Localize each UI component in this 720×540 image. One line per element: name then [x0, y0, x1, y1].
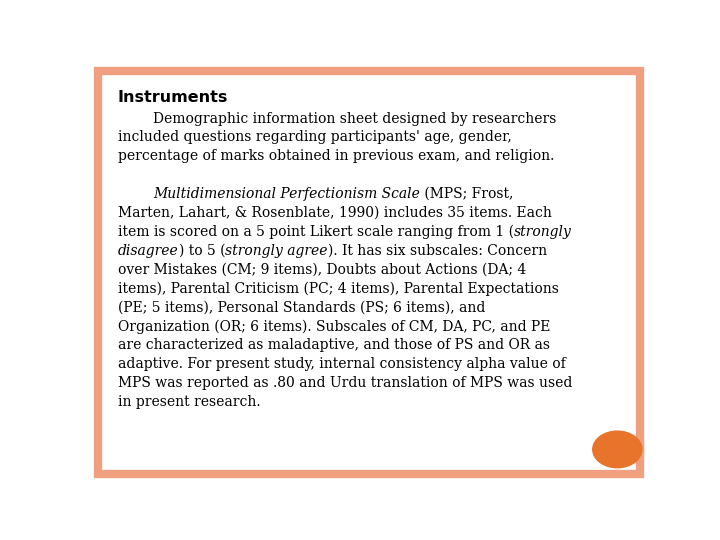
Text: strongly: strongly	[514, 225, 572, 239]
Text: in present research.: in present research.	[118, 395, 261, 409]
Text: (PE; 5 items), Personal Standards (PS; 6 items), and: (PE; 5 items), Personal Standards (PS; 6…	[118, 300, 485, 314]
Text: MPS was reported as .80 and Urdu translation of MPS was used: MPS was reported as .80 and Urdu transla…	[118, 376, 572, 390]
Text: ) to 5 (: ) to 5 (	[179, 244, 225, 258]
Text: (MPS; Frost,: (MPS; Frost,	[420, 187, 513, 201]
Text: over Mistakes (CM; 9 items), Doubts about Actions (DA; 4: over Mistakes (CM; 9 items), Doubts abou…	[118, 262, 526, 276]
Text: Multidimensional Perfectionism Scale: Multidimensional Perfectionism Scale	[153, 187, 420, 201]
Text: Demographic information sheet designed by researchers: Demographic information sheet designed b…	[153, 111, 557, 125]
Text: Marten, Lahart, & Rosenblate, 1990) includes 35 items. Each: Marten, Lahart, & Rosenblate, 1990) incl…	[118, 206, 552, 220]
Text: disagree: disagree	[118, 244, 179, 258]
Text: Organization (OR; 6 items). Subscales of CM, DA, PC, and PE: Organization (OR; 6 items). Subscales of…	[118, 319, 550, 334]
Text: strongly agree: strongly agree	[225, 244, 328, 258]
Text: included questions regarding participants' age, gender,: included questions regarding participant…	[118, 131, 512, 144]
Text: Instruments: Instruments	[118, 90, 228, 105]
Text: adaptive. For present study, internal consistency alpha value of: adaptive. For present study, internal co…	[118, 357, 566, 371]
Text: percentage of marks obtained in previous exam, and religion.: percentage of marks obtained in previous…	[118, 150, 554, 163]
Circle shape	[593, 431, 642, 468]
Text: item is scored on a 5 point Likert scale ranging from 1 (: item is scored on a 5 point Likert scale…	[118, 225, 514, 239]
Text: are characterized as maladaptive, and those of PS and OR as: are characterized as maladaptive, and th…	[118, 339, 550, 352]
Text: ). It has six subscales: Concern: ). It has six subscales: Concern	[328, 244, 546, 258]
Text: items), Parental Criticism (PC; 4 items), Parental Expectations: items), Parental Criticism (PC; 4 items)…	[118, 281, 559, 296]
